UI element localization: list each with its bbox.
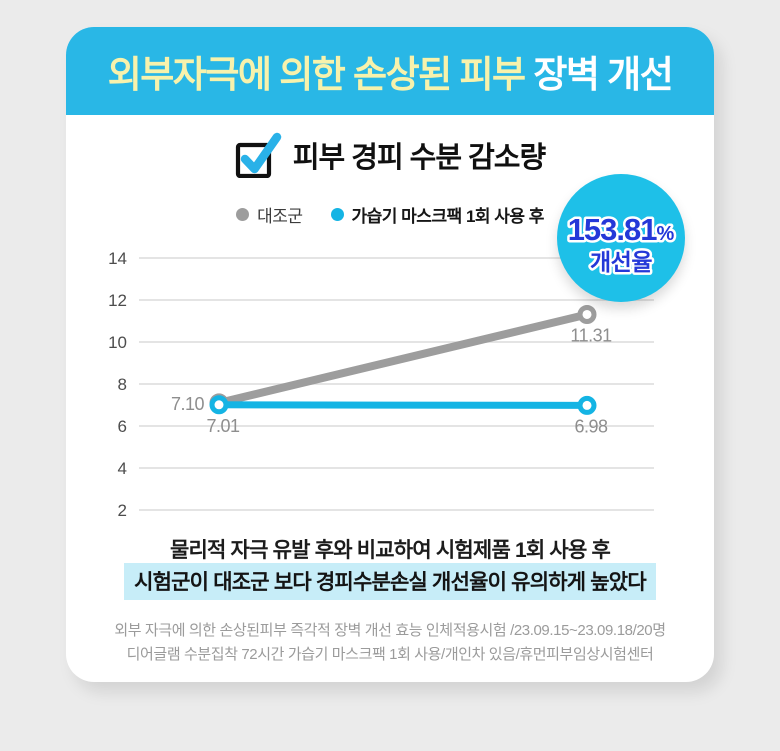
chart-area: 14 12 10 8 6 4 2 7.10 11.31 7.01 6.98 153.81% 개선율 bbox=[79, 174, 709, 530]
caption-line1: 물리적 자극 유발 후와 비교하여 시험제품 1회 사용 후 bbox=[169, 539, 611, 562]
svg-text:6.98: 6.98 bbox=[574, 416, 608, 436]
badge-label: 개선율 bbox=[590, 249, 652, 275]
svg-text:10: 10 bbox=[108, 333, 127, 352]
svg-text:2: 2 bbox=[118, 501, 127, 520]
legend-label-control: 대조군 bbox=[257, 206, 303, 226]
svg-text:7.10: 7.10 bbox=[171, 394, 205, 414]
header-title-rest: 장벽 개선 bbox=[524, 54, 673, 95]
infographic-card: 외부자극에 의한 손상된 피부 장벽 개선 피부 경피 수분 감소량 대조군 가… bbox=[66, 27, 714, 682]
improvement-badge: 153.81% 개선율 bbox=[557, 174, 685, 302]
legend-dot-control bbox=[236, 207, 250, 221]
chart-title: 피부 경피 수분 감소량 bbox=[292, 142, 546, 174]
section-title-row: 피부 경피 수분 감소량 bbox=[66, 129, 714, 181]
footnote-line2: 디어글램 수분집착 72시간 가습기 마스크팩 1회 사용/개인차 있음/휴먼피… bbox=[126, 646, 654, 663]
svg-text:11.31: 11.31 bbox=[570, 325, 612, 345]
svg-text:6: 6 bbox=[118, 417, 127, 436]
header-banner: 외부자극에 의한 손상된 피부 장벽 개선 bbox=[66, 27, 714, 115]
svg-text:8: 8 bbox=[118, 375, 127, 394]
line-chart: 14 12 10 8 6 4 2 7.10 11.31 7.01 6.98 bbox=[108, 249, 654, 520]
svg-text:12: 12 bbox=[108, 291, 127, 310]
svg-text:7.01: 7.01 bbox=[206, 416, 240, 436]
checked-checkbox-icon bbox=[235, 132, 282, 178]
footnote: 외부 자극에 의한 손상된피부 즉각적 장벽 개선 효능 인체적용시험 /23.… bbox=[66, 619, 714, 667]
svg-text:4: 4 bbox=[118, 459, 127, 478]
legend-item-test: 가습기 마스크팩 1회 사용 후 bbox=[330, 202, 545, 227]
improvement-badge-text: 153.81% 개선율 bbox=[565, 210, 677, 278]
legend-dot-test bbox=[330, 207, 344, 221]
footnote-line1: 외부 자극에 의한 손상된피부 즉각적 장벽 개선 효능 인체적용시험 /23.… bbox=[114, 622, 666, 639]
legend-item-control: 대조군 bbox=[236, 202, 303, 227]
svg-text:14: 14 bbox=[108, 249, 127, 268]
chart-legend: 대조군 가습기 마스크팩 1회 사용 후 bbox=[66, 202, 714, 227]
header-title-highlight: 외부자극에 의한 손상된 피부 bbox=[107, 54, 526, 95]
badge-value: 153.81% bbox=[568, 212, 675, 247]
caption-line2: 시험군이 대조군 보다 경피수분손실 개선율이 유의하게 높았다 bbox=[66, 563, 714, 600]
legend-label-test: 가습기 마스크팩 1회 사용 후 bbox=[351, 206, 545, 226]
caption-highlight: 시험군이 대조군 보다 경피수분손실 개선율이 유의하게 높았다 bbox=[124, 563, 656, 600]
